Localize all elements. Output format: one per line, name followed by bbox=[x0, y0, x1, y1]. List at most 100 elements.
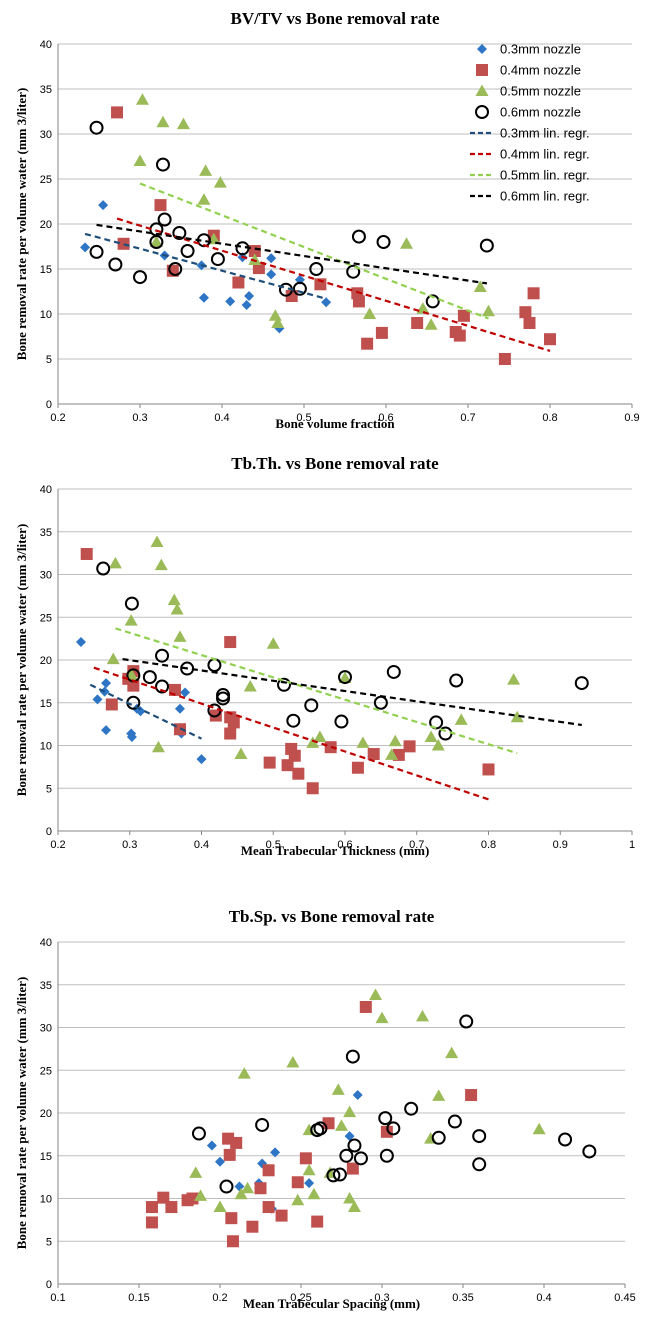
data-point bbox=[255, 1117, 270, 1132]
data-point bbox=[424, 730, 438, 742]
legend-label: 0.4mm nozzle bbox=[500, 63, 581, 78]
series-triangle bbox=[133, 93, 495, 330]
x-tick-label: 0.7 bbox=[409, 839, 424, 851]
y-axis-label: Bone removal rate per volume water (mm 3… bbox=[14, 524, 29, 797]
data-point bbox=[206, 1140, 217, 1151]
chart-2: 0 5 10 15 20 25 30 35 40 0.2 0.3 0.4 0.5 0.6 0.7 0.8 0.9… bbox=[14, 454, 635, 858]
data-point bbox=[388, 734, 402, 747]
data-point bbox=[386, 1121, 401, 1136]
regression-line bbox=[96, 223, 488, 285]
data-point bbox=[213, 1200, 227, 1213]
data-point bbox=[117, 237, 130, 250]
regression-line bbox=[139, 182, 489, 320]
y-tick-label: 25 bbox=[40, 174, 52, 186]
data-point bbox=[199, 164, 213, 176]
y-tick-label: 5 bbox=[46, 354, 52, 366]
data-point bbox=[288, 749, 301, 762]
data-point bbox=[198, 292, 209, 303]
data-point bbox=[157, 212, 172, 227]
data-point bbox=[473, 280, 487, 292]
y-tick-label: 0 bbox=[46, 826, 52, 838]
data-point bbox=[363, 307, 377, 319]
data-point bbox=[243, 680, 257, 692]
series-circle bbox=[96, 561, 589, 741]
y-tick-label: 20 bbox=[40, 655, 52, 667]
x-tick-label: 1 bbox=[629, 839, 635, 851]
y-tick-label: 0 bbox=[46, 399, 52, 411]
y-tick-label: 20 bbox=[40, 1108, 52, 1120]
data-point bbox=[498, 353, 511, 365]
x-axis-label: Mean Trabecular Spacing (mm) bbox=[243, 1296, 420, 1311]
data-point bbox=[186, 1192, 199, 1205]
x-tick-label: 0.15 bbox=[128, 1292, 149, 1304]
data-point bbox=[482, 763, 495, 776]
y-tick-label: 5 bbox=[46, 783, 52, 795]
data-point bbox=[150, 535, 164, 548]
x-tick-label: 0.3 bbox=[122, 839, 137, 851]
data-point bbox=[351, 761, 364, 774]
x-tick-label: 0.5 bbox=[266, 839, 281, 851]
data-point bbox=[344, 1131, 355, 1142]
data-point bbox=[105, 698, 118, 711]
regression-line bbox=[116, 217, 551, 352]
x-tick-label: 0.25 bbox=[290, 1292, 311, 1304]
data-point bbox=[226, 1235, 239, 1248]
data-point bbox=[375, 326, 388, 339]
data-point bbox=[527, 287, 540, 300]
data-point bbox=[331, 1083, 345, 1095]
data-point bbox=[352, 295, 365, 308]
legend-label: 0.4mm lin. regr. bbox=[500, 147, 590, 162]
legend: 0.3mm nozzle 0.4mm nozzle 0.5mm nozzle 0.6m… bbox=[470, 42, 590, 204]
data-point bbox=[167, 593, 181, 606]
x-tick-label: 0.4 bbox=[536, 1292, 551, 1304]
data-point bbox=[248, 245, 261, 257]
data-point bbox=[385, 748, 399, 760]
data-point bbox=[345, 1049, 360, 1064]
data-point bbox=[133, 154, 147, 166]
data-point bbox=[145, 1201, 158, 1214]
data-point bbox=[127, 679, 140, 692]
y-tick-label: 40 bbox=[40, 484, 52, 496]
data-point bbox=[263, 756, 276, 769]
data-point bbox=[472, 1129, 487, 1144]
data-point bbox=[307, 1187, 321, 1200]
x-tick-label: 0.4 bbox=[214, 412, 229, 424]
data-point bbox=[225, 1212, 238, 1225]
data-point bbox=[155, 679, 170, 694]
data-point bbox=[172, 226, 187, 240]
data-point bbox=[80, 547, 93, 560]
data-point bbox=[416, 1009, 429, 1022]
data-point bbox=[174, 703, 185, 714]
data-point bbox=[432, 1089, 446, 1101]
regression-line bbox=[122, 658, 582, 727]
data-point bbox=[196, 754, 207, 765]
data-point bbox=[219, 1179, 234, 1194]
data-point bbox=[386, 664, 401, 679]
data-point bbox=[234, 747, 248, 760]
legend-label: 0.3mm nozzle bbox=[500, 42, 581, 57]
data-point bbox=[266, 253, 277, 264]
data-point bbox=[151, 740, 165, 753]
data-point bbox=[191, 1126, 206, 1141]
data-point bbox=[343, 1192, 357, 1204]
data-point bbox=[338, 670, 352, 685]
data-point bbox=[223, 1148, 236, 1161]
data-point bbox=[482, 304, 495, 317]
x-axis-label: Bone volume fraction bbox=[275, 416, 395, 431]
data-point bbox=[306, 782, 319, 795]
data-point bbox=[281, 759, 294, 772]
data-point bbox=[532, 1122, 546, 1135]
data-point bbox=[241, 300, 252, 310]
data-point bbox=[326, 1168, 341, 1183]
data-point bbox=[197, 193, 211, 205]
data-point bbox=[154, 199, 167, 212]
series-square bbox=[80, 547, 495, 795]
data-point bbox=[124, 614, 138, 626]
data-point bbox=[168, 262, 183, 276]
data-point bbox=[335, 1119, 348, 1131]
data-point bbox=[101, 725, 112, 736]
series-square bbox=[111, 106, 556, 365]
data-point bbox=[309, 262, 324, 276]
data-point bbox=[254, 1182, 267, 1195]
